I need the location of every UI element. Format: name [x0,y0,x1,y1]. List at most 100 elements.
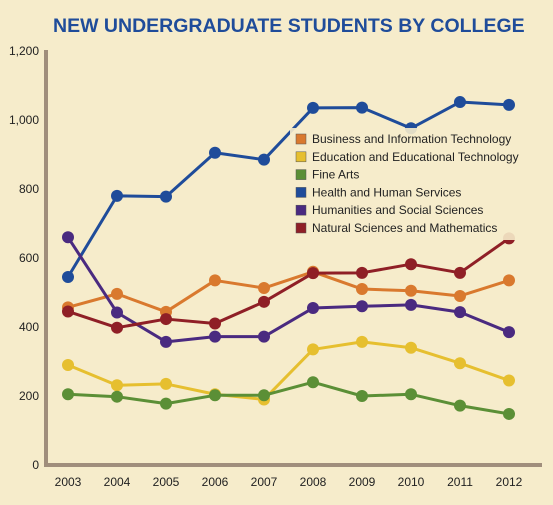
y-tick-label: 800 [19,182,39,196]
data-point [307,302,319,315]
data-point [356,300,368,313]
x-axis-line [44,463,542,467]
data-point [503,274,515,287]
legend-swatch [295,133,307,145]
series-line [67,237,510,330]
series-layer [62,96,515,420]
legend: Business and Information Technology Educa… [290,128,540,240]
series-line [66,236,510,344]
data-point [454,399,466,412]
data-point [258,282,270,295]
y-tick-labels: 0 200 400 600 800 1,000 1,200 [9,44,39,472]
data-point [62,358,74,371]
x-tick-label: 2004 [104,475,131,489]
y-tick-label: 400 [19,320,39,334]
data-point [503,98,515,111]
data-point [454,306,466,319]
data-point [356,101,368,114]
legend-label: Business and Information Technology [312,132,511,146]
data-point [209,317,221,330]
data-point [356,266,368,279]
data-point [160,313,172,326]
series-line [66,100,510,278]
data-point [356,335,368,348]
data-point [307,343,319,356]
legend-label: Humanities and Social Sciences [312,203,483,217]
data-point [258,389,270,402]
legend-label: Fine Arts [312,168,359,182]
data-point [111,390,123,403]
data-point [454,96,466,109]
x-tick-label: 2007 [251,475,278,489]
data-point [111,287,123,300]
data-point [503,407,515,420]
data-point [62,305,74,318]
data-point [258,153,270,166]
x-tick-labels: 2003 2004 2005 2006 2007 2008 2009 2010 2011 2012 [55,475,523,489]
legend-item: Health and Human Services [295,185,461,199]
series-line [67,340,510,401]
x-tick-label: 2011 [447,475,473,489]
data-point [356,283,368,296]
legend-swatch [295,169,307,180]
x-tick-label: 2010 [398,475,425,489]
data-point [111,189,123,202]
data-point [454,289,466,302]
data-point [160,397,172,410]
data-point [503,326,515,339]
data-point [258,295,270,308]
data-point [111,379,123,392]
x-tick-label: 2006 [202,475,229,489]
data-point [111,321,123,334]
series-line [67,270,510,314]
data-point [62,388,74,401]
legend-label: Education and Educational Technology [312,150,519,164]
data-point [209,330,221,343]
data-point [356,390,368,402]
x-tick-label: 2003 [55,475,82,489]
data-point [62,270,74,283]
data-point [307,376,319,389]
y-tick-label: 200 [19,389,39,403]
data-point [454,266,466,279]
data-point [405,341,417,354]
legend-background [290,128,540,240]
y-tick-label: 1,200 [9,44,39,58]
legend-swatch [295,204,307,216]
legend-swatch [295,187,307,198]
series [62,232,515,334]
data-point [405,284,417,297]
data-point [111,306,123,319]
legend-item: Education and Educational Technology [295,150,519,164]
legend-item: Humanities and Social Sciences [295,203,483,217]
data-point [209,274,221,287]
series [62,376,515,420]
x-tick-label: 2009 [349,475,376,489]
data-point [454,357,466,370]
data-point [209,389,221,402]
data-point [405,298,417,311]
data-point [160,377,172,390]
legend-swatch [295,222,307,234]
legend-item: Business and Information Technology [295,132,511,146]
data-point [307,101,319,114]
x-tick-label: 2005 [153,475,180,489]
y-axis-line [44,50,48,466]
legend-label: Health and Human Services [312,185,461,199]
x-tick-label: 2012 [496,475,523,489]
data-point [503,374,515,387]
legend-label: Natural Sciences and Mathematics [312,221,497,235]
data-point [62,231,74,244]
y-tick-label: 0 [32,458,39,472]
series [62,96,515,283]
legend-swatch [295,151,307,163]
x-tick-label: 2008 [300,475,327,489]
data-point [160,335,172,348]
y-tick-label: 600 [19,251,39,265]
chart-title: NEW UNDERGRADUATE STUDENTS BY COLLEGE [53,15,525,37]
data-point [160,190,172,203]
legend-item: Fine Arts [295,168,359,182]
legend-item: Natural Sciences and Mathematics [295,221,497,235]
